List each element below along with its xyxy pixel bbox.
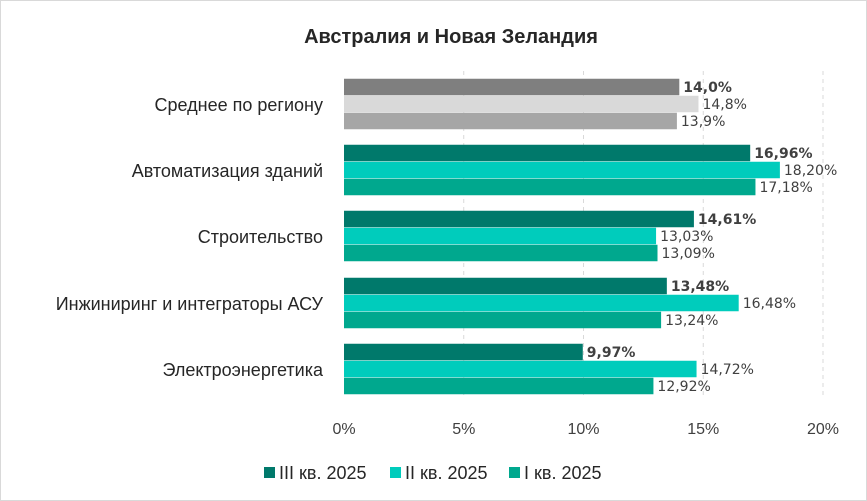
labels-layer: 14,0%14,8%13,9%16,96%18,20%17,18%14,61%1… [587,80,837,395]
category-label: Инжиниринг и интеграторы АСУ [56,294,324,314]
bar [344,360,697,378]
category-label: Строительство [198,227,323,247]
x-tick-label: 5% [452,421,475,438]
data-label: 14,8% [702,97,746,113]
bar [344,161,780,179]
chart-title: Австралия и Новая Зеландия [304,26,598,48]
x-tick-label: 15% [687,421,719,438]
category-label: Среднее по региону [155,95,323,115]
data-label: 14,61% [698,212,756,228]
bars-layer [344,78,780,395]
x-tick-label: 0% [332,421,355,438]
x-tick-label: 20% [807,421,839,438]
data-label: 13,9% [681,114,725,130]
ticks-layer: 0% 5% 10% 15% 20% [332,421,839,438]
bar [344,244,658,262]
data-label: 13,09% [662,246,715,262]
data-label: 13,03% [660,229,713,245]
data-label: 13,24% [665,313,718,329]
bar [344,343,583,361]
bar [344,210,694,228]
bar [344,294,739,312]
bar [344,311,662,329]
bar [344,78,680,96]
data-label: 16,48% [743,296,796,312]
legend-layer: III кв. 2025 II кв. 2025 I кв. 2025 [264,463,601,483]
data-label: 14,0% [683,80,732,96]
data-label: 16,96% [754,146,812,162]
category-label: Автоматизация зданий [132,161,323,181]
legend-label: I кв. 2025 [524,463,601,483]
legend-swatch [390,467,401,478]
bar [344,112,677,130]
data-label: 13,48% [671,279,729,295]
bar [344,277,667,295]
data-label: 12,92% [657,379,710,395]
data-label: 18,20% [784,163,837,179]
categories-layer: Среднее по региону Автоматизация зданий Ст… [56,95,324,380]
legend-label: III кв. 2025 [279,463,367,483]
legend-label: II кв. 2025 [405,463,488,483]
data-label: 14,72% [701,362,754,378]
bar [344,95,699,113]
legend-swatch [509,467,520,478]
bar [344,377,654,395]
data-label: 9,97% [587,345,636,361]
legend-swatch [264,467,275,478]
bar [344,227,657,245]
data-label: 17,18% [759,180,812,196]
x-tick-label: 10% [567,421,599,438]
bar [344,178,756,196]
category-label: Электроэнергетика [162,360,323,380]
bar [344,144,751,162]
